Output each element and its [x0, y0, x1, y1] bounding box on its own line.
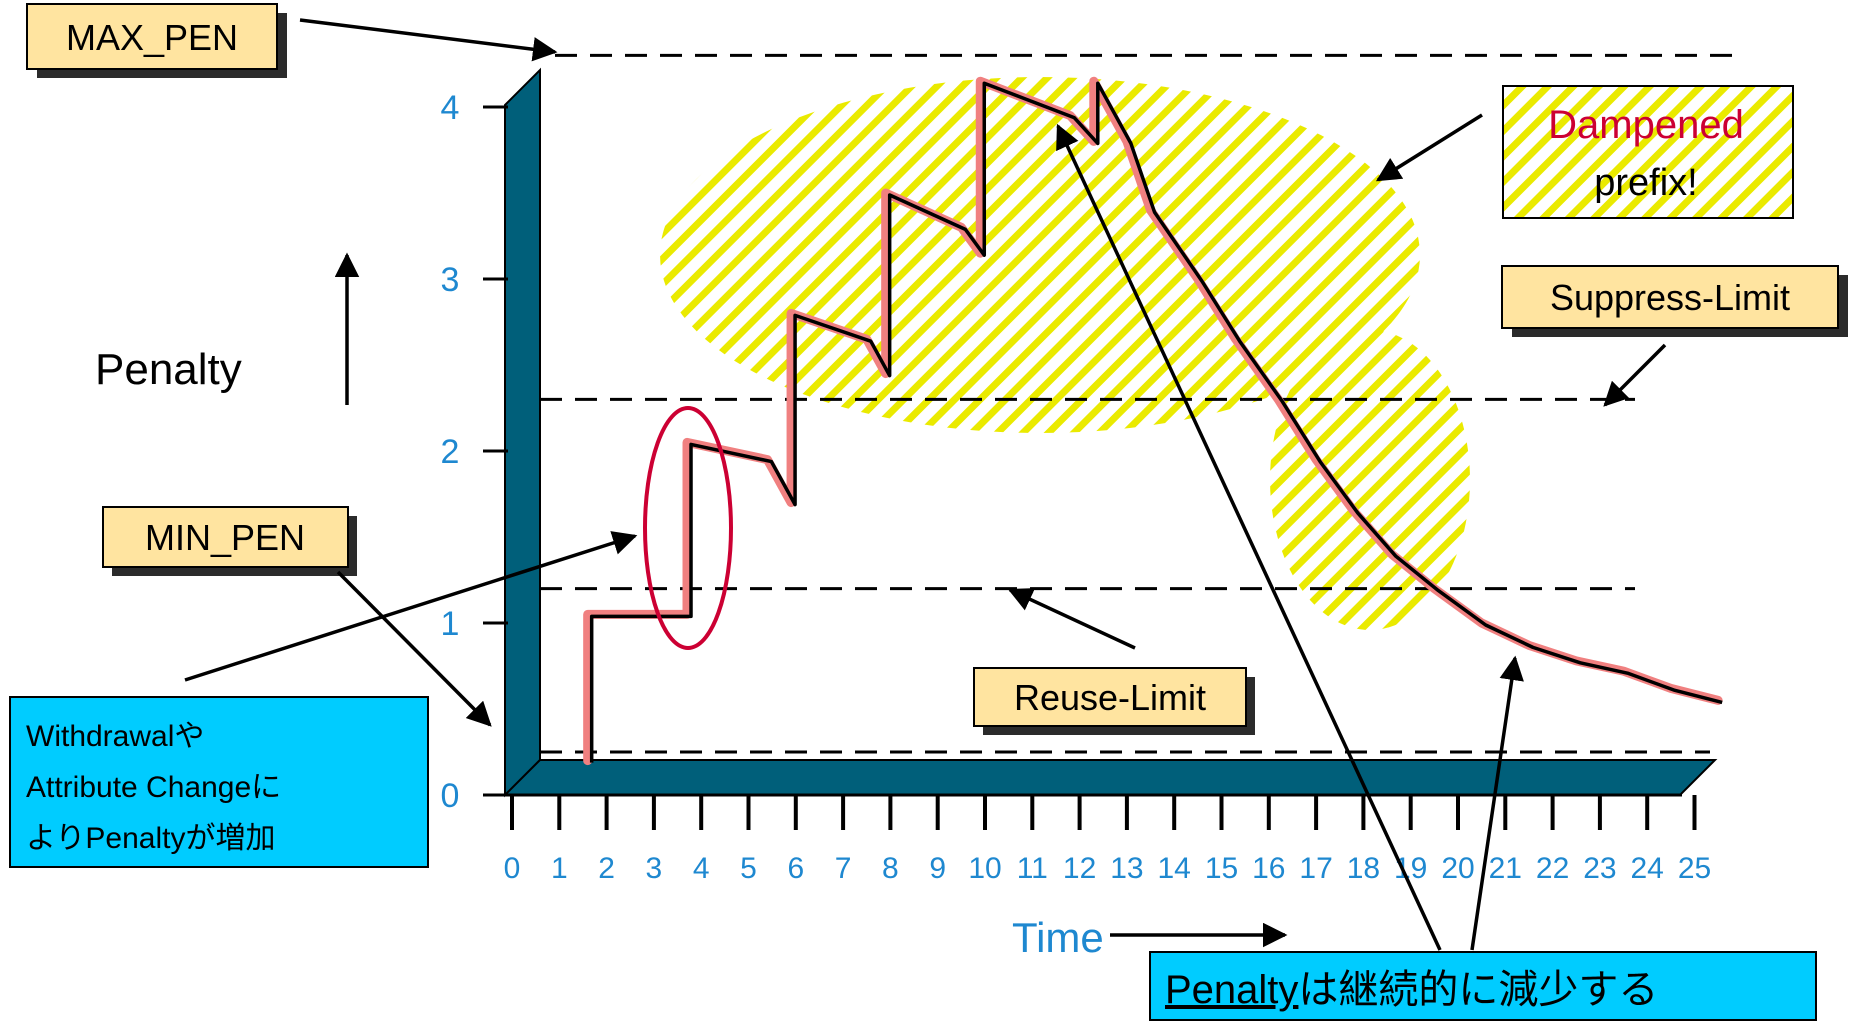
x-tick-label: 1: [551, 852, 568, 885]
x-tick-label: 4: [693, 852, 710, 885]
x-tick-label: 7: [835, 852, 852, 885]
dampened-arrow: [1375, 113, 1483, 182]
decrease-arrow-tail: [1470, 655, 1524, 951]
svg-text:MIN_PEN: MIN_PEN: [145, 517, 305, 558]
svg-text:MAX_PEN: MAX_PEN: [66, 17, 238, 58]
x-tick-label: 21: [1489, 852, 1522, 885]
x-tick-label: 2: [598, 852, 615, 885]
reuse-limit-label: Reuse-Limit: [973, 667, 1255, 735]
x-axis-floor: [502, 759, 1718, 796]
x-tick-label: 23: [1583, 852, 1616, 885]
x-tick-label: 11: [1017, 852, 1048, 885]
x-tick-label: 20: [1441, 852, 1474, 885]
x-tick-label: 24: [1631, 852, 1664, 885]
x-tick-label: 12: [1063, 852, 1096, 885]
svg-text:よりPenaltyが増加: よりPenaltyが増加: [26, 822, 275, 855]
x-tick-label: 19: [1394, 852, 1427, 885]
x-tick-label: 3: [646, 852, 663, 885]
x-tick-label: 8: [882, 852, 899, 885]
x-tick-label: 22: [1536, 852, 1569, 885]
y-tick-label: 3: [441, 261, 460, 299]
x-tick-label: 25: [1678, 852, 1711, 885]
x-tick-label: 17: [1299, 852, 1332, 885]
y-tick-label: 0: [441, 777, 460, 815]
reuse-limit-arrow: [1007, 588, 1136, 650]
penalty-decrease-callout: Penaltyは継続的に減少する: [1149, 951, 1817, 1021]
x-axis-label: Time: [1012, 914, 1104, 961]
x-tick-label: 5: [740, 852, 757, 885]
prefix-text: prefix!: [1594, 162, 1697, 204]
x-tick-label: 18: [1347, 852, 1380, 885]
y-axis-label: Penalty: [95, 345, 242, 394]
dampened-text: Dampened: [1548, 103, 1744, 147]
svg-text:Attribute Changeに: Attribute Changeに: [26, 771, 281, 804]
highlight-ellipse: [643, 406, 733, 650]
series-layer: [583, 76, 1723, 766]
dampened-prefix-box: Dampened prefix!: [1502, 85, 1794, 219]
x-tick-label: 10: [968, 852, 1001, 885]
svg-text:Reuse-Limit: Reuse-Limit: [1014, 677, 1206, 718]
x-tick-label: 0: [504, 852, 521, 885]
x-tick-label: 15: [1205, 852, 1238, 885]
dampened-ellipse-main: [660, 77, 1420, 433]
svg-text:Withdrawalや: Withdrawalや: [26, 720, 204, 753]
x-axis-ticks: 0 1 2 3 4 5 6 7 8 9 10 11 12 13 14 15 16 17 18 19 20 21 22 23 24…: [504, 795, 1711, 885]
x-tick-label: 14: [1158, 852, 1191, 885]
y-tick-label: 1: [441, 605, 460, 643]
y-axis-ticks: 0 1 2 3 4: [441, 89, 508, 815]
x-tick-label: 16: [1252, 852, 1285, 885]
suppress-limit-label: Suppress-Limit: [1501, 265, 1848, 337]
decrease-arrow-peak: [1056, 123, 1442, 951]
dampened-region: [660, 77, 1470, 630]
dampened-ellipse-tail: [1270, 330, 1470, 630]
threshold-lines: [540, 53, 1745, 754]
y-tick-label: 2: [441, 433, 460, 471]
suppress-limit-arrow: [1603, 343, 1667, 407]
min-pen-label: MIN_PEN: [102, 506, 357, 576]
y-axis-wall: [504, 67, 541, 798]
decrease-text: Penaltyは継続的に減少する: [1165, 968, 1658, 1012]
penalty-increase-callout: Withdrawalや Attribute Changeに よりPenaltyが…: [9, 696, 429, 868]
max-pen-arrow: [299, 18, 558, 62]
max-pen-label: MAX_PEN: [26, 3, 287, 78]
x-tick-label: 13: [1110, 852, 1143, 885]
x-tick-label: 9: [929, 852, 946, 885]
min-pen-arrow: [336, 570, 492, 727]
y-tick-label: 4: [441, 89, 460, 127]
svg-text:Suppress-Limit: Suppress-Limit: [1550, 277, 1790, 318]
penalty-series-outline: [589, 81, 1723, 763]
x-tick-label: 6: [787, 852, 804, 885]
increase-arrow: [184, 531, 638, 682]
